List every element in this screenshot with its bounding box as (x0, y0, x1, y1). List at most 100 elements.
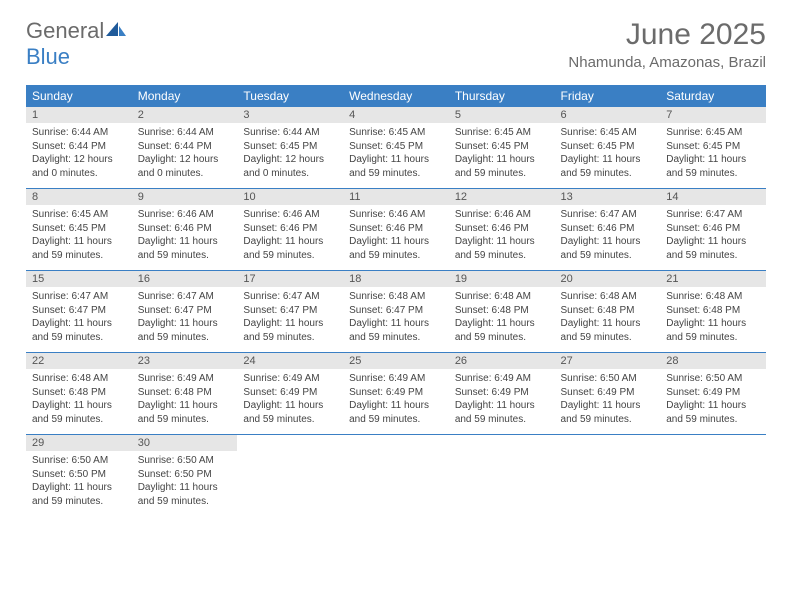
sunset-value: 6:46 PM (386, 223, 423, 234)
day-details: Sunrise: 6:46 AMSunset: 6:46 PMDaylight:… (343, 205, 449, 270)
calendar-table: SundayMondayTuesdayWednesdayThursdayFrid… (26, 85, 766, 516)
sunrise-value: 6:44 AM (177, 127, 214, 138)
sunrise-label: Sunrise: (666, 127, 703, 138)
sunset-value: 6:45 PM (703, 141, 740, 152)
sunset-value: 6:46 PM (597, 223, 634, 234)
calendar-cell: 1Sunrise: 6:44 AMSunset: 6:44 PMDaylight… (26, 107, 132, 189)
calendar-cell: 11Sunrise: 6:46 AMSunset: 6:46 PMDayligh… (343, 189, 449, 271)
calendar-head: SundayMondayTuesdayWednesdayThursdayFrid… (26, 85, 766, 107)
day-number: 19 (449, 271, 555, 287)
sunrise-label: Sunrise: (243, 127, 280, 138)
sunset-value: 6:48 PM (174, 387, 211, 398)
calendar-cell: 24Sunrise: 6:49 AMSunset: 6:49 PMDayligh… (237, 353, 343, 435)
sunset-value: 6:48 PM (597, 305, 634, 316)
sunrise-label: Sunrise: (243, 373, 280, 384)
daylight-label: Daylight: (138, 236, 177, 247)
calendar-cell: 28Sunrise: 6:50 AMSunset: 6:49 PMDayligh… (660, 353, 766, 435)
logo-text: GeneralBlue (26, 18, 126, 70)
sunset-value: 6:47 PM (386, 305, 423, 316)
day-details: Sunrise: 6:47 AMSunset: 6:47 PMDaylight:… (26, 287, 132, 352)
sunrise-value: 6:45 AM (600, 127, 637, 138)
sunset-value: 6:45 PM (69, 223, 106, 234)
day-number: 7 (660, 107, 766, 123)
day-number: 29 (26, 435, 132, 451)
sunrise-value: 6:47 AM (71, 291, 108, 302)
sunrise-value: 6:46 AM (389, 209, 426, 220)
daylight-label: Daylight: (243, 236, 282, 247)
sunrise-value: 6:44 AM (71, 127, 108, 138)
weekday-header: Thursday (449, 85, 555, 107)
daylight-label: Daylight: (455, 400, 494, 411)
sunset-value: 6:49 PM (492, 387, 529, 398)
day-number: 18 (343, 271, 449, 287)
sunrise-value: 6:50 AM (600, 373, 637, 384)
day-number: 16 (132, 271, 238, 287)
sunrise-label: Sunrise: (455, 127, 492, 138)
sunrise-label: Sunrise: (561, 209, 598, 220)
sunrise-label: Sunrise: (561, 127, 598, 138)
daylight-label: Daylight: (138, 400, 177, 411)
day-details: Sunrise: 6:47 AMSunset: 6:46 PMDaylight:… (555, 205, 661, 270)
sunrise-label: Sunrise: (138, 455, 175, 466)
day-number: 17 (237, 271, 343, 287)
calendar-cell: 12Sunrise: 6:46 AMSunset: 6:46 PMDayligh… (449, 189, 555, 271)
day-details: Sunrise: 6:49 AMSunset: 6:48 PMDaylight:… (132, 369, 238, 434)
sunrise-label: Sunrise: (32, 291, 69, 302)
calendar-cell: 2Sunrise: 6:44 AMSunset: 6:44 PMDaylight… (132, 107, 238, 189)
month-title: June 2025 (568, 18, 766, 52)
sunset-value: 6:45 PM (386, 141, 423, 152)
day-number: 28 (660, 353, 766, 369)
day-number: 14 (660, 189, 766, 205)
day-details: Sunrise: 6:47 AMSunset: 6:47 PMDaylight:… (132, 287, 238, 352)
day-number: 27 (555, 353, 661, 369)
daylight-label: Daylight: (32, 154, 71, 165)
sunrise-value: 6:48 AM (600, 291, 637, 302)
sunset-label: Sunset: (666, 141, 700, 152)
sunset-value: 6:49 PM (386, 387, 423, 398)
sunrise-value: 6:48 AM (71, 373, 108, 384)
sunrise-value: 6:47 AM (600, 209, 637, 220)
weekday-header: Saturday (660, 85, 766, 107)
daylight-label: Daylight: (561, 318, 600, 329)
sunrise-value: 6:49 AM (283, 373, 320, 384)
day-number: 3 (237, 107, 343, 123)
calendar-cell: 19Sunrise: 6:48 AMSunset: 6:48 PMDayligh… (449, 271, 555, 353)
sunset-label: Sunset: (138, 223, 172, 234)
calendar-cell: 14Sunrise: 6:47 AMSunset: 6:46 PMDayligh… (660, 189, 766, 271)
daylight-label: Daylight: (666, 154, 705, 165)
logo-sail-icon (106, 18, 126, 43)
sunrise-label: Sunrise: (349, 373, 386, 384)
sunset-label: Sunset: (561, 141, 595, 152)
day-details: Sunrise: 6:44 AMSunset: 6:44 PMDaylight:… (132, 123, 238, 188)
location: Nhamunda, Amazonas, Brazil (568, 54, 766, 71)
day-details: Sunrise: 6:50 AMSunset: 6:49 PMDaylight:… (660, 369, 766, 434)
day-number: 12 (449, 189, 555, 205)
day-number: 23 (132, 353, 238, 369)
daylight-label: Daylight: (138, 154, 177, 165)
day-details: Sunrise: 6:46 AMSunset: 6:46 PMDaylight:… (449, 205, 555, 270)
sunrise-label: Sunrise: (243, 209, 280, 220)
daylight-label: Daylight: (138, 482, 177, 493)
sunrise-label: Sunrise: (666, 209, 703, 220)
sunrise-value: 6:47 AM (177, 291, 214, 302)
weekday-header: Sunday (26, 85, 132, 107)
sunrise-value: 6:48 AM (494, 291, 531, 302)
daylight-label: Daylight: (561, 400, 600, 411)
day-details: Sunrise: 6:45 AMSunset: 6:45 PMDaylight:… (660, 123, 766, 188)
calendar-cell: 26Sunrise: 6:49 AMSunset: 6:49 PMDayligh… (449, 353, 555, 435)
day-details: Sunrise: 6:45 AMSunset: 6:45 PMDaylight:… (555, 123, 661, 188)
sunset-label: Sunset: (243, 387, 277, 398)
logo-text-blue: Blue (26, 44, 70, 69)
day-number: 10 (237, 189, 343, 205)
sunset-value: 6:44 PM (174, 141, 211, 152)
day-details: Sunrise: 6:45 AMSunset: 6:45 PMDaylight:… (26, 205, 132, 270)
sunrise-label: Sunrise: (349, 209, 386, 220)
sunset-label: Sunset: (32, 469, 66, 480)
day-number: 13 (555, 189, 661, 205)
day-details: Sunrise: 6:50 AMSunset: 6:50 PMDaylight:… (26, 451, 132, 516)
sunrise-value: 6:49 AM (177, 373, 214, 384)
day-number: 6 (555, 107, 661, 123)
sunset-label: Sunset: (32, 223, 66, 234)
sunrise-value: 6:50 AM (71, 455, 108, 466)
daylight-label: Daylight: (32, 482, 71, 493)
